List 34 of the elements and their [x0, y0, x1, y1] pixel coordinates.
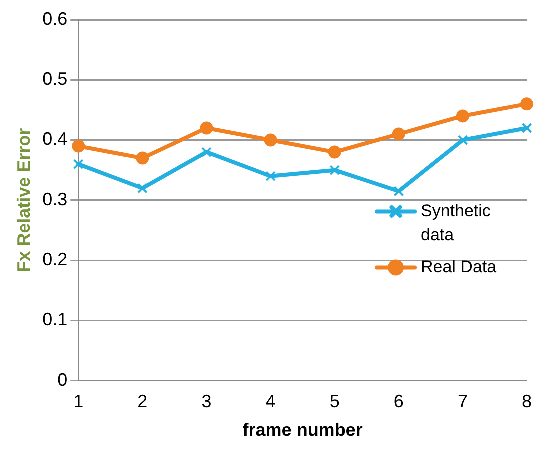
y-tick-label: 0.4 [42, 129, 68, 150]
x-tick-label: 8 [522, 392, 532, 412]
x-tick-label: 2 [138, 392, 148, 412]
point [394, 186, 404, 197]
point [73, 159, 84, 170]
y-tick-label: 0.6 [42, 8, 68, 29]
point [200, 122, 214, 135]
point [264, 134, 278, 147]
x-tick-label: 3 [202, 392, 212, 412]
point [392, 128, 406, 141]
point [266, 171, 276, 182]
point [520, 98, 534, 111]
y-axis-title: Fx Relative Error [14, 128, 34, 272]
x-tick-label: 4 [266, 392, 276, 412]
legend-label: Synthetic data [421, 201, 492, 244]
legend-label: Real Data [421, 257, 498, 276]
x-tick-label: 6 [394, 392, 404, 412]
y-tick-label: 0.3 [42, 189, 68, 210]
x-tick-label: 5 [330, 392, 340, 412]
y-tick-label: 0.2 [42, 250, 68, 270]
point [522, 123, 532, 134]
x-axis-title: frame number [242, 420, 363, 440]
y-tick-label: 0 [58, 370, 68, 390]
point [330, 165, 340, 176]
point [328, 146, 342, 159]
x-tick-label: 1 [74, 392, 84, 412]
point [458, 135, 468, 146]
point [136, 152, 150, 165]
y-tick-label: 0.5 [42, 69, 68, 90]
x-tick-label: 7 [458, 392, 468, 412]
point [456, 110, 470, 123]
point [137, 183, 148, 194]
y-tick-label: 0.1 [42, 310, 68, 330]
point [201, 147, 212, 158]
